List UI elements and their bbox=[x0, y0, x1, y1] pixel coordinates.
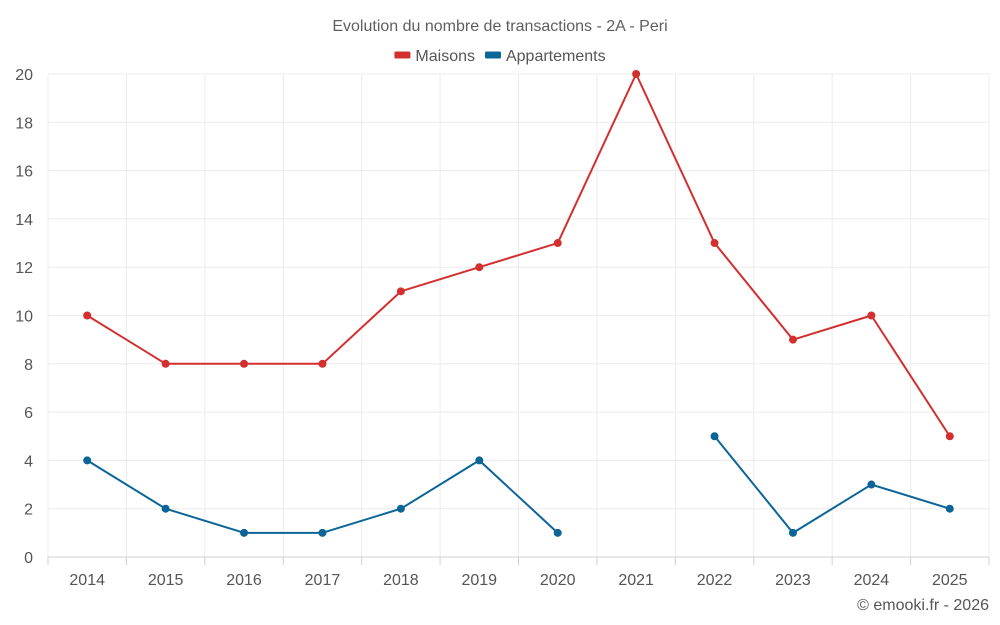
x-tick-label: 2016 bbox=[226, 572, 262, 589]
x-tick-label: 2020 bbox=[540, 572, 576, 589]
y-tick-label: 14 bbox=[15, 212, 33, 229]
series-layer bbox=[83, 70, 954, 537]
y-tick-label: 6 bbox=[24, 405, 33, 422]
data-point[interactable] bbox=[318, 359, 327, 368]
legend-item-appartements[interactable]: Appartements bbox=[484, 48, 606, 65]
chart-credit: © emooki.fr - 2026 bbox=[857, 597, 989, 614]
y-tick-label: 20 bbox=[15, 67, 33, 84]
data-point[interactable] bbox=[710, 239, 719, 248]
legend-swatch bbox=[394, 51, 411, 59]
chart-title: Evolution du nombre de transactions - 2A… bbox=[332, 18, 667, 35]
x-tick-label: 2024 bbox=[854, 572, 890, 589]
x-tick-label: 2017 bbox=[305, 572, 341, 589]
data-point[interactable] bbox=[318, 528, 327, 537]
data-point[interactable] bbox=[553, 239, 562, 248]
data-point[interactable] bbox=[161, 359, 170, 368]
data-point[interactable] bbox=[788, 335, 797, 344]
data-point[interactable] bbox=[161, 504, 170, 513]
data-point[interactable] bbox=[240, 359, 249, 368]
y-axis: 0 2 4 6 8 10 12 14 16 18 20 bbox=[15, 67, 33, 567]
legend-label: Appartements bbox=[506, 48, 606, 65]
data-point[interactable] bbox=[945, 432, 954, 441]
data-point[interactable] bbox=[475, 456, 484, 465]
x-tick-label: 2018 bbox=[383, 572, 419, 589]
data-point[interactable] bbox=[475, 263, 484, 272]
series-appartements bbox=[83, 432, 954, 537]
y-tick-label: 16 bbox=[15, 164, 33, 181]
data-point[interactable] bbox=[83, 311, 92, 320]
y-tick-label: 8 bbox=[24, 357, 33, 374]
data-point[interactable] bbox=[83, 456, 92, 465]
data-point[interactable] bbox=[396, 287, 405, 296]
data-point[interactable] bbox=[553, 528, 562, 537]
data-point[interactable] bbox=[396, 504, 405, 513]
x-tick-label: 2014 bbox=[69, 572, 105, 589]
x-axis: 2014 2015 2016 2017 2018 2019 2020 2021 2022 2023… bbox=[47, 556, 990, 589]
legend-swatch bbox=[484, 51, 501, 59]
x-tick-label: 2022 bbox=[697, 572, 733, 589]
data-point[interactable] bbox=[240, 528, 249, 537]
legend-label: Maisons bbox=[415, 48, 475, 65]
legend: Maisons Appartements bbox=[394, 48, 606, 65]
y-tick-label: 18 bbox=[15, 115, 33, 132]
legend-item-maisons[interactable]: Maisons bbox=[394, 48, 475, 65]
x-tick-label: 2021 bbox=[618, 572, 654, 589]
data-point[interactable] bbox=[945, 504, 954, 513]
y-tick-label: 12 bbox=[15, 260, 33, 277]
data-point[interactable] bbox=[788, 528, 797, 537]
series-maisons bbox=[83, 70, 954, 441]
y-tick-label: 0 bbox=[24, 550, 33, 567]
y-tick-label: 4 bbox=[24, 453, 33, 470]
x-tick-label: 2015 bbox=[148, 572, 184, 589]
data-point[interactable] bbox=[710, 432, 719, 441]
series-line bbox=[86, 73, 951, 438]
y-tick-label: 2 bbox=[24, 502, 33, 519]
x-tick-label: 2025 bbox=[932, 572, 968, 589]
data-point[interactable] bbox=[867, 480, 876, 489]
y-tick-label: 10 bbox=[15, 309, 33, 326]
data-point[interactable] bbox=[867, 311, 876, 320]
x-tick-label: 2023 bbox=[775, 572, 811, 589]
data-point[interactable] bbox=[632, 70, 641, 78]
grid bbox=[47, 73, 990, 557]
x-tick-label: 2019 bbox=[461, 572, 497, 589]
